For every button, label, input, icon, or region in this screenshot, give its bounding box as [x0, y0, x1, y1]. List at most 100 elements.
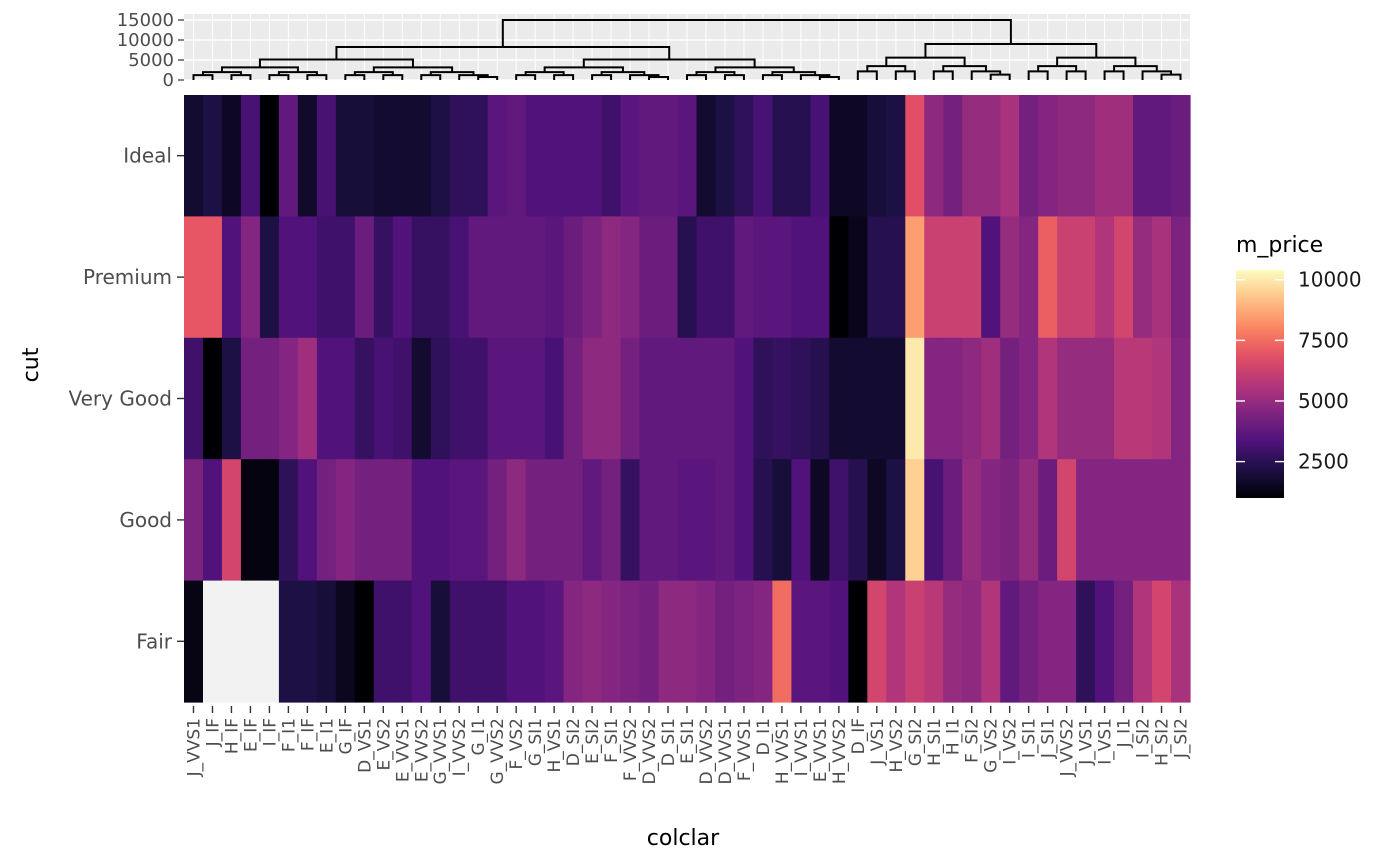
heatmap-tile — [1000, 95, 1020, 217]
heatmap-tile — [962, 95, 982, 217]
heatmap-tile — [1152, 459, 1172, 582]
heatmap-tile — [943, 459, 963, 582]
heatmap-tile — [525, 580, 546, 703]
heatmap-tile — [1114, 459, 1134, 582]
heatmap-tile — [354, 337, 375, 460]
y-tick-label: Good — [119, 508, 172, 532]
heatmap-tile — [544, 216, 565, 339]
legend-tick-label: 7500 — [1298, 328, 1349, 352]
heatmap-tile — [430, 337, 451, 460]
heatmap-tile — [297, 580, 318, 703]
dendrogram-branch — [600, 71, 646, 76]
heatmap-tile — [297, 459, 318, 582]
heatmap-tile — [184, 580, 204, 703]
heatmap-tile — [981, 95, 1001, 217]
heatmap-tile — [449, 337, 470, 460]
heatmap-tile — [943, 580, 963, 703]
x-tick-label: I_IF — [260, 718, 280, 746]
heatmap-tile — [430, 580, 451, 703]
heatmap-tile — [1000, 337, 1020, 460]
y-tick-label: Very Good — [68, 387, 172, 411]
heatmap-tile — [981, 337, 1001, 460]
heatmap-tile — [1076, 95, 1096, 217]
dendrogram-branch — [429, 71, 475, 76]
heatmap-tile — [582, 216, 603, 339]
heatmap-tile — [905, 216, 925, 339]
heatmap-tile — [449, 459, 470, 582]
heatmap-tile — [1057, 580, 1077, 703]
heatmap-tile — [677, 337, 698, 460]
heatmap-tile-na — [240, 580, 261, 703]
heatmap-tile — [563, 459, 584, 582]
heatmap-tile — [525, 95, 546, 217]
heatmap-tile — [487, 337, 508, 460]
heatmap-tile — [639, 337, 660, 460]
x-tick-label: G_SI2 — [906, 718, 926, 766]
heatmap-tile — [639, 459, 660, 582]
heatmap-tile — [354, 459, 375, 582]
y-axis-title: cut — [19, 347, 44, 382]
heatmap-tile — [601, 459, 622, 582]
x-tick-label: H_VVS2 — [830, 718, 850, 784]
heatmap-tile — [829, 580, 849, 703]
heatmap-tile — [772, 459, 792, 582]
heatmap-tile — [1000, 580, 1020, 703]
x-tick-label: J_I1 — [1115, 718, 1135, 748]
heatmap-tile — [924, 95, 944, 217]
heatmap-tile — [924, 337, 944, 460]
heatmap-tile — [582, 95, 603, 217]
heatmap-tile — [316, 580, 337, 703]
x-tick-label: G_IF — [336, 718, 356, 754]
heatmap-tile — [468, 580, 489, 703]
heatmap-tile — [772, 216, 792, 339]
x-tick-label: E_VVS2 — [412, 718, 432, 782]
heatmap-tile — [487, 95, 508, 217]
heatmap-tile — [1057, 459, 1077, 582]
heatmap-tile — [829, 216, 849, 339]
heatmap-tile — [886, 95, 906, 217]
heatmap-tile — [316, 216, 337, 339]
heatmap-tile — [278, 216, 299, 339]
heatmap-tile — [734, 216, 755, 339]
x-tick-label: I_SI1 — [1020, 718, 1040, 758]
heatmap-tile — [829, 337, 849, 460]
x-tick-label: I_SI2 — [1134, 718, 1154, 758]
heatmap-tile — [753, 337, 774, 460]
heatmap-tile — [981, 580, 1001, 703]
heatmap-tile — [202, 337, 223, 460]
x-tick-label: H_IF — [222, 718, 242, 754]
x-axis: J_VVS1J_IFH_IFE_IFI_IFF_I1F_IFE_I1G_IFD_… — [184, 706, 1192, 785]
heatmap-tile — [962, 337, 982, 460]
x-tick-label: J_SI2 — [1172, 718, 1192, 759]
heatmap-tile — [677, 459, 698, 582]
heatmap-tile — [430, 459, 451, 582]
heatmap-tile — [696, 95, 717, 217]
heatmap-tiles — [184, 95, 1191, 703]
heatmap-tile — [753, 95, 774, 217]
dendrogram-branch — [771, 71, 817, 76]
heatmap-tile — [430, 216, 451, 339]
heatmap-tile — [1038, 580, 1058, 703]
heatmap-tile — [335, 580, 356, 703]
heatmap-tile — [848, 580, 868, 703]
heatmap-tile — [1095, 580, 1115, 703]
heatmap-tile — [392, 95, 413, 217]
heatmap-tile — [791, 580, 811, 703]
heatmap-tile — [259, 95, 280, 217]
heatmap-tile — [658, 337, 679, 460]
heatmap-tile — [240, 95, 261, 217]
x-tick-label: D_VVS2 — [697, 718, 717, 784]
heatmap-tile — [734, 459, 755, 582]
heatmap-tile — [1076, 337, 1096, 460]
x-tick-label: D_VVS2 — [640, 718, 660, 784]
heatmap-tile — [563, 95, 584, 217]
heatmap-tile — [184, 95, 204, 217]
x-tick-label: I_VS2 — [1001, 718, 1021, 765]
heatmap-tile — [1057, 216, 1077, 339]
x-tick-label: I_VVS2 — [450, 718, 470, 776]
heatmap-tile — [563, 337, 584, 460]
x-tick-label: J_IF — [203, 718, 223, 747]
heatmap-tile — [810, 337, 830, 460]
heatmap-tile — [810, 216, 830, 339]
